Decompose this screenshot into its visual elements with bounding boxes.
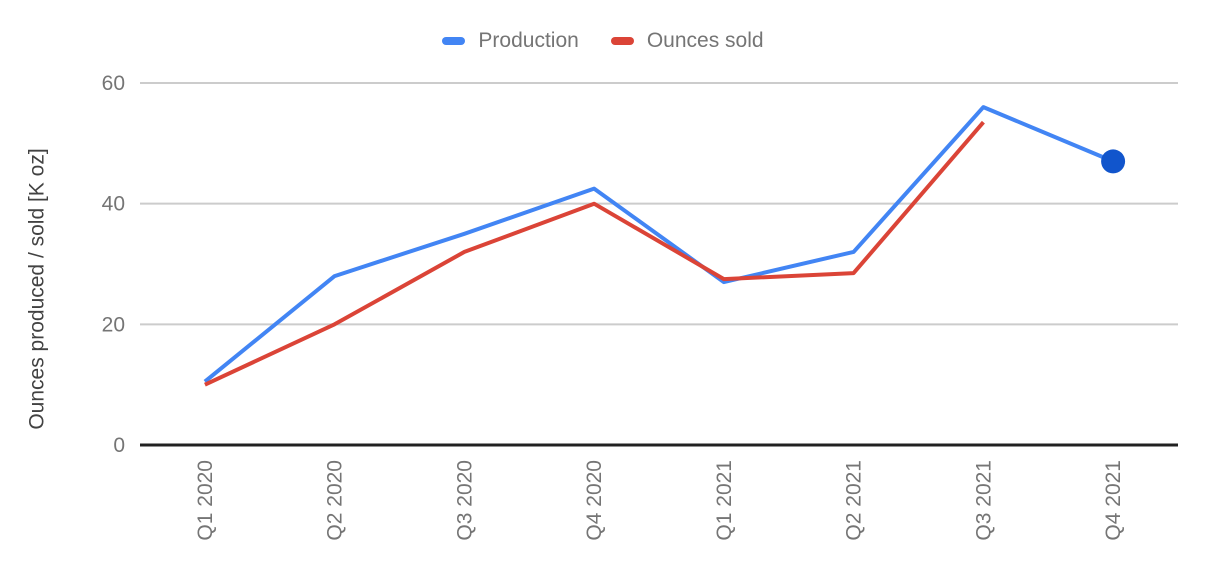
y-tick-label: 0 [113, 434, 125, 457]
x-tick-label: Q3 2020 [453, 460, 476, 541]
legend-swatch-production-icon [442, 37, 466, 45]
series-line-production [203, 105, 1114, 384]
legend-item-ounces-sold[interactable]: Ounces sold [610, 29, 764, 53]
x-tick-label: Q3 2021 [972, 460, 995, 541]
x-tick-label: Q2 2021 [843, 460, 866, 541]
y-tick-label: 20 [102, 313, 125, 336]
data-point-marker [1101, 149, 1126, 174]
chart-legend: Production Ounces sold [0, 29, 1206, 53]
legend-item-production[interactable]: Production [442, 29, 579, 53]
legend-label-ounces-sold: Ounces sold [646, 29, 764, 52]
legend-label-production: Production [478, 29, 579, 52]
legend-swatch-ounces-sold-icon [610, 37, 634, 45]
x-tick-label: Q4 2021 [1102, 460, 1125, 541]
y-tick-label: 40 [102, 193, 125, 216]
y-tick-label: 60 [102, 72, 125, 95]
x-tick-label: Q1 2020 [194, 460, 217, 541]
x-tick-label: Q1 2021 [713, 460, 736, 541]
x-tick-label: Q4 2020 [583, 460, 606, 541]
series-line-ounces-sold [204, 120, 985, 387]
x-tick-label: Q2 2020 [324, 460, 347, 541]
